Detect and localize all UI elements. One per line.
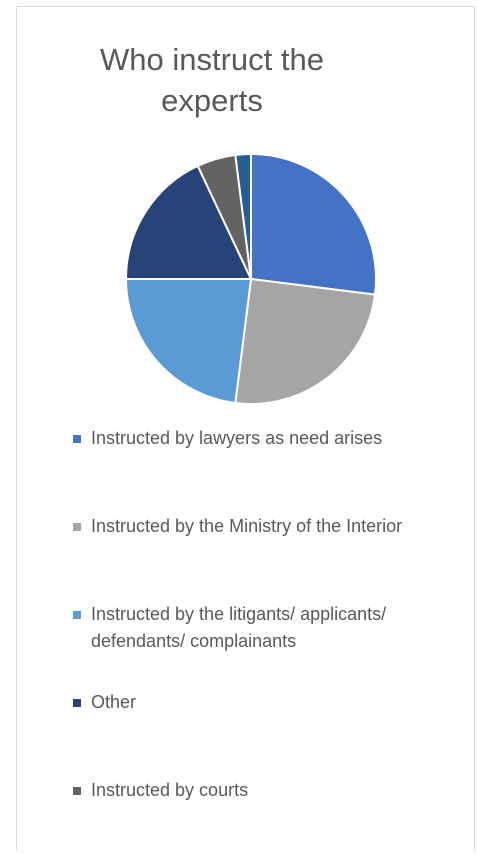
legend-label: Instructed by the Ministry of the Interi… bbox=[91, 516, 403, 536]
legend-swatch bbox=[73, 611, 81, 619]
legend-label: Instructed by courts bbox=[91, 780, 249, 800]
pie-slice bbox=[234, 277, 377, 405]
chart-title: Who instruct the experts bbox=[100, 42, 324, 118]
legend-swatch bbox=[73, 523, 81, 531]
legend-swatch bbox=[73, 435, 81, 443]
legend-swatch bbox=[73, 699, 81, 707]
legend-label: Instructed by the litigants/ applicants/… bbox=[91, 604, 387, 651]
chart-area: Who instruct the experts Instructed by l… bbox=[16, 6, 475, 851]
pie-slice bbox=[250, 152, 377, 296]
pie-slice bbox=[234, 152, 252, 280]
pie-slice bbox=[124, 278, 253, 405]
legend-label: Other bbox=[91, 692, 137, 712]
legend-swatch bbox=[73, 787, 81, 795]
pie-chart bbox=[124, 152, 377, 405]
legend-label: Instructed by lawyers as need arises bbox=[91, 428, 383, 448]
pie-slice bbox=[124, 164, 253, 280]
